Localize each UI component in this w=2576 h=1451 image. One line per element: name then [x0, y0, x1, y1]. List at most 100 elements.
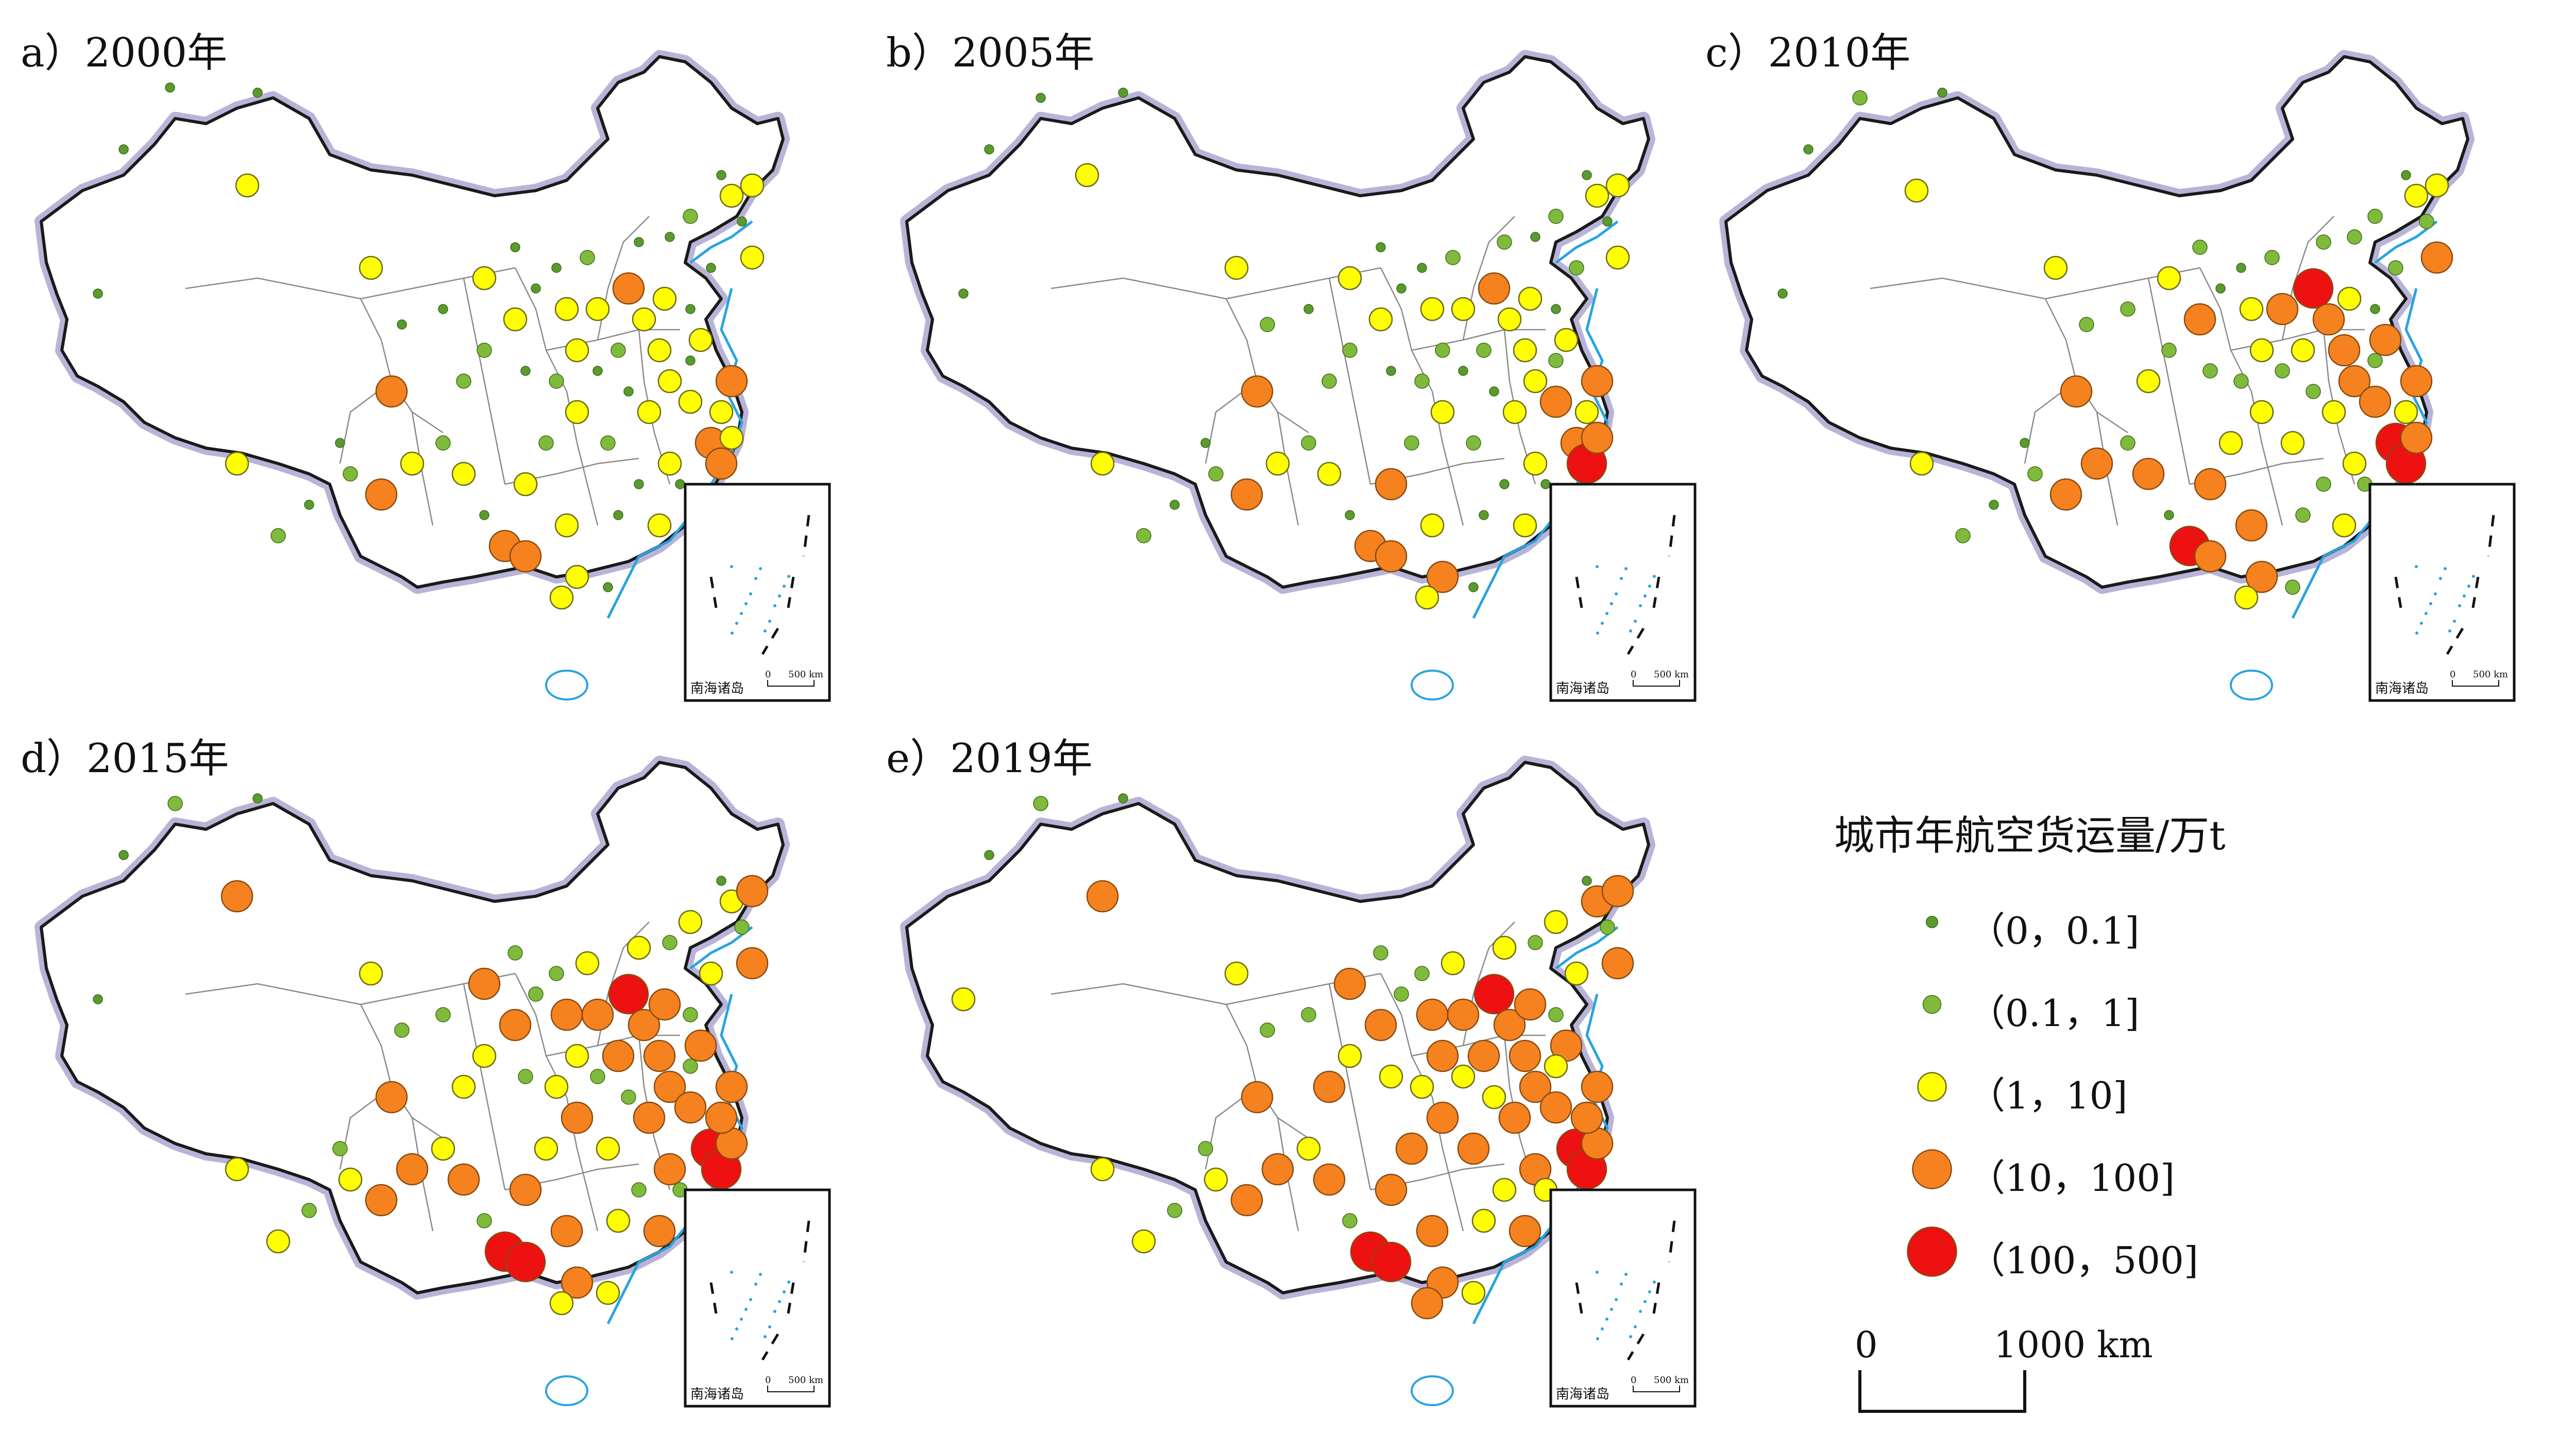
- city-point: [451, 462, 476, 486]
- city-point: [1435, 343, 1450, 358]
- china-map: 南海诸岛 0 500 km: [900, 756, 1697, 1408]
- inset-island: [1596, 631, 1599, 635]
- city-point: [1368, 307, 1393, 332]
- city-point: [1582, 876, 1592, 886]
- city-point: [565, 1044, 589, 1068]
- province-boundary: [514, 267, 568, 392]
- city-point: [1301, 435, 1316, 451]
- city-point: [1440, 951, 1465, 976]
- inset-label: 南海诸岛: [2375, 681, 2429, 696]
- map-panel-2000: a）2000年 南海诸岛 0 500 km: [21, 21, 855, 742]
- city-point: [93, 288, 103, 299]
- coastline-river: [606, 1261, 640, 1325]
- city-point: [1337, 1044, 1362, 1068]
- city-point: [2295, 507, 2311, 523]
- city-point: [1601, 947, 1634, 980]
- city-point: [394, 1022, 410, 1038]
- city-point: [1514, 988, 1547, 1021]
- city-point: [1451, 1064, 1476, 1089]
- province-boundary: [2147, 278, 2191, 485]
- inset-island: [1648, 585, 1651, 588]
- city-point: [509, 1173, 542, 1206]
- city-point: [1376, 242, 1386, 252]
- city-point: [684, 1029, 717, 1062]
- city-point: [1473, 974, 1515, 1015]
- city-point: [167, 796, 183, 811]
- city-point: [2192, 240, 2208, 255]
- city-point: [1333, 967, 1366, 1000]
- legend-symbol: [1926, 916, 1938, 928]
- city-point: [1411, 1287, 1444, 1320]
- city-point: [266, 1229, 291, 1254]
- city-point: [951, 987, 976, 1012]
- city-point: [596, 1136, 620, 1161]
- city-point: [1090, 1157, 1115, 1182]
- city-point: [561, 1266, 594, 1299]
- city-point: [580, 250, 595, 265]
- city-point: [643, 1039, 676, 1072]
- city-point: [657, 369, 682, 394]
- city-point: [1416, 1215, 1449, 1248]
- inset-island: [1596, 1271, 1599, 1274]
- city-point: [585, 297, 610, 321]
- city-point: [534, 1136, 558, 1161]
- city-point: [715, 1070, 748, 1103]
- city-point: [653, 1070, 686, 1103]
- city-point: [652, 286, 677, 311]
- city-point: [518, 1069, 533, 1084]
- city-point: [472, 1044, 497, 1068]
- inset-island: [764, 1335, 767, 1338]
- province-boundary: [463, 278, 506, 485]
- city-point: [2264, 250, 2280, 265]
- city-point: [2420, 241, 2453, 274]
- inset-island: [1653, 1281, 1656, 1284]
- city-point: [2157, 266, 2181, 291]
- city-point: [2316, 234, 2331, 250]
- inset-island: [2444, 567, 2447, 570]
- legend-label: （0，0.1]: [1968, 909, 2140, 952]
- city-point: [2249, 338, 2274, 363]
- city-point: [1482, 1085, 1506, 1109]
- inset-island: [1634, 1325, 1637, 1328]
- city-point: [1373, 945, 1388, 961]
- city-point: [2400, 421, 2433, 454]
- city-point: [634, 479, 644, 489]
- city-point: [2285, 579, 2300, 595]
- city-point: [510, 242, 520, 252]
- city-point: [2369, 323, 2402, 356]
- inset-island: [1615, 592, 1618, 595]
- city-point: [1417, 263, 1427, 273]
- inset-island: [759, 1273, 762, 1276]
- map-panel-2019: e）2019年 南海诸岛 0 500 km: [886, 726, 1721, 1447]
- legend-label: （10，100]: [1968, 1156, 2175, 1200]
- city-point: [549, 373, 564, 389]
- city-point: [1539, 385, 1572, 418]
- city-point: [2370, 304, 2380, 314]
- city-point: [1509, 1039, 1541, 1072]
- city-point: [505, 1241, 546, 1283]
- city-point: [1497, 307, 1522, 332]
- city-point: [499, 1009, 532, 1042]
- legend-symbol: [1912, 1149, 1952, 1189]
- city-point: [2080, 447, 2113, 480]
- city-point: [1493, 1009, 1526, 1042]
- city-point: [365, 478, 398, 511]
- city-point: [600, 435, 616, 451]
- inset-island: [1643, 1300, 1647, 1303]
- city-point: [1230, 478, 1263, 511]
- legend-label: （1，10]: [1968, 1074, 2128, 1117]
- china-map: 南海诸岛 0 500 km: [1719, 50, 2516, 702]
- city-point: [165, 82, 175, 93]
- coastline-river: [2291, 555, 2325, 619]
- city-point: [1803, 144, 1814, 155]
- inset-island: [1596, 565, 1599, 568]
- city-point: [118, 144, 129, 155]
- city-point: [2404, 183, 2429, 208]
- city-point: [1492, 935, 1517, 960]
- city-point: [2359, 385, 2392, 418]
- city-point: [1502, 400, 1527, 424]
- city-point: [507, 945, 523, 961]
- city-point: [451, 1074, 476, 1099]
- city-point: [2338, 365, 2371, 398]
- city-point: [683, 209, 698, 224]
